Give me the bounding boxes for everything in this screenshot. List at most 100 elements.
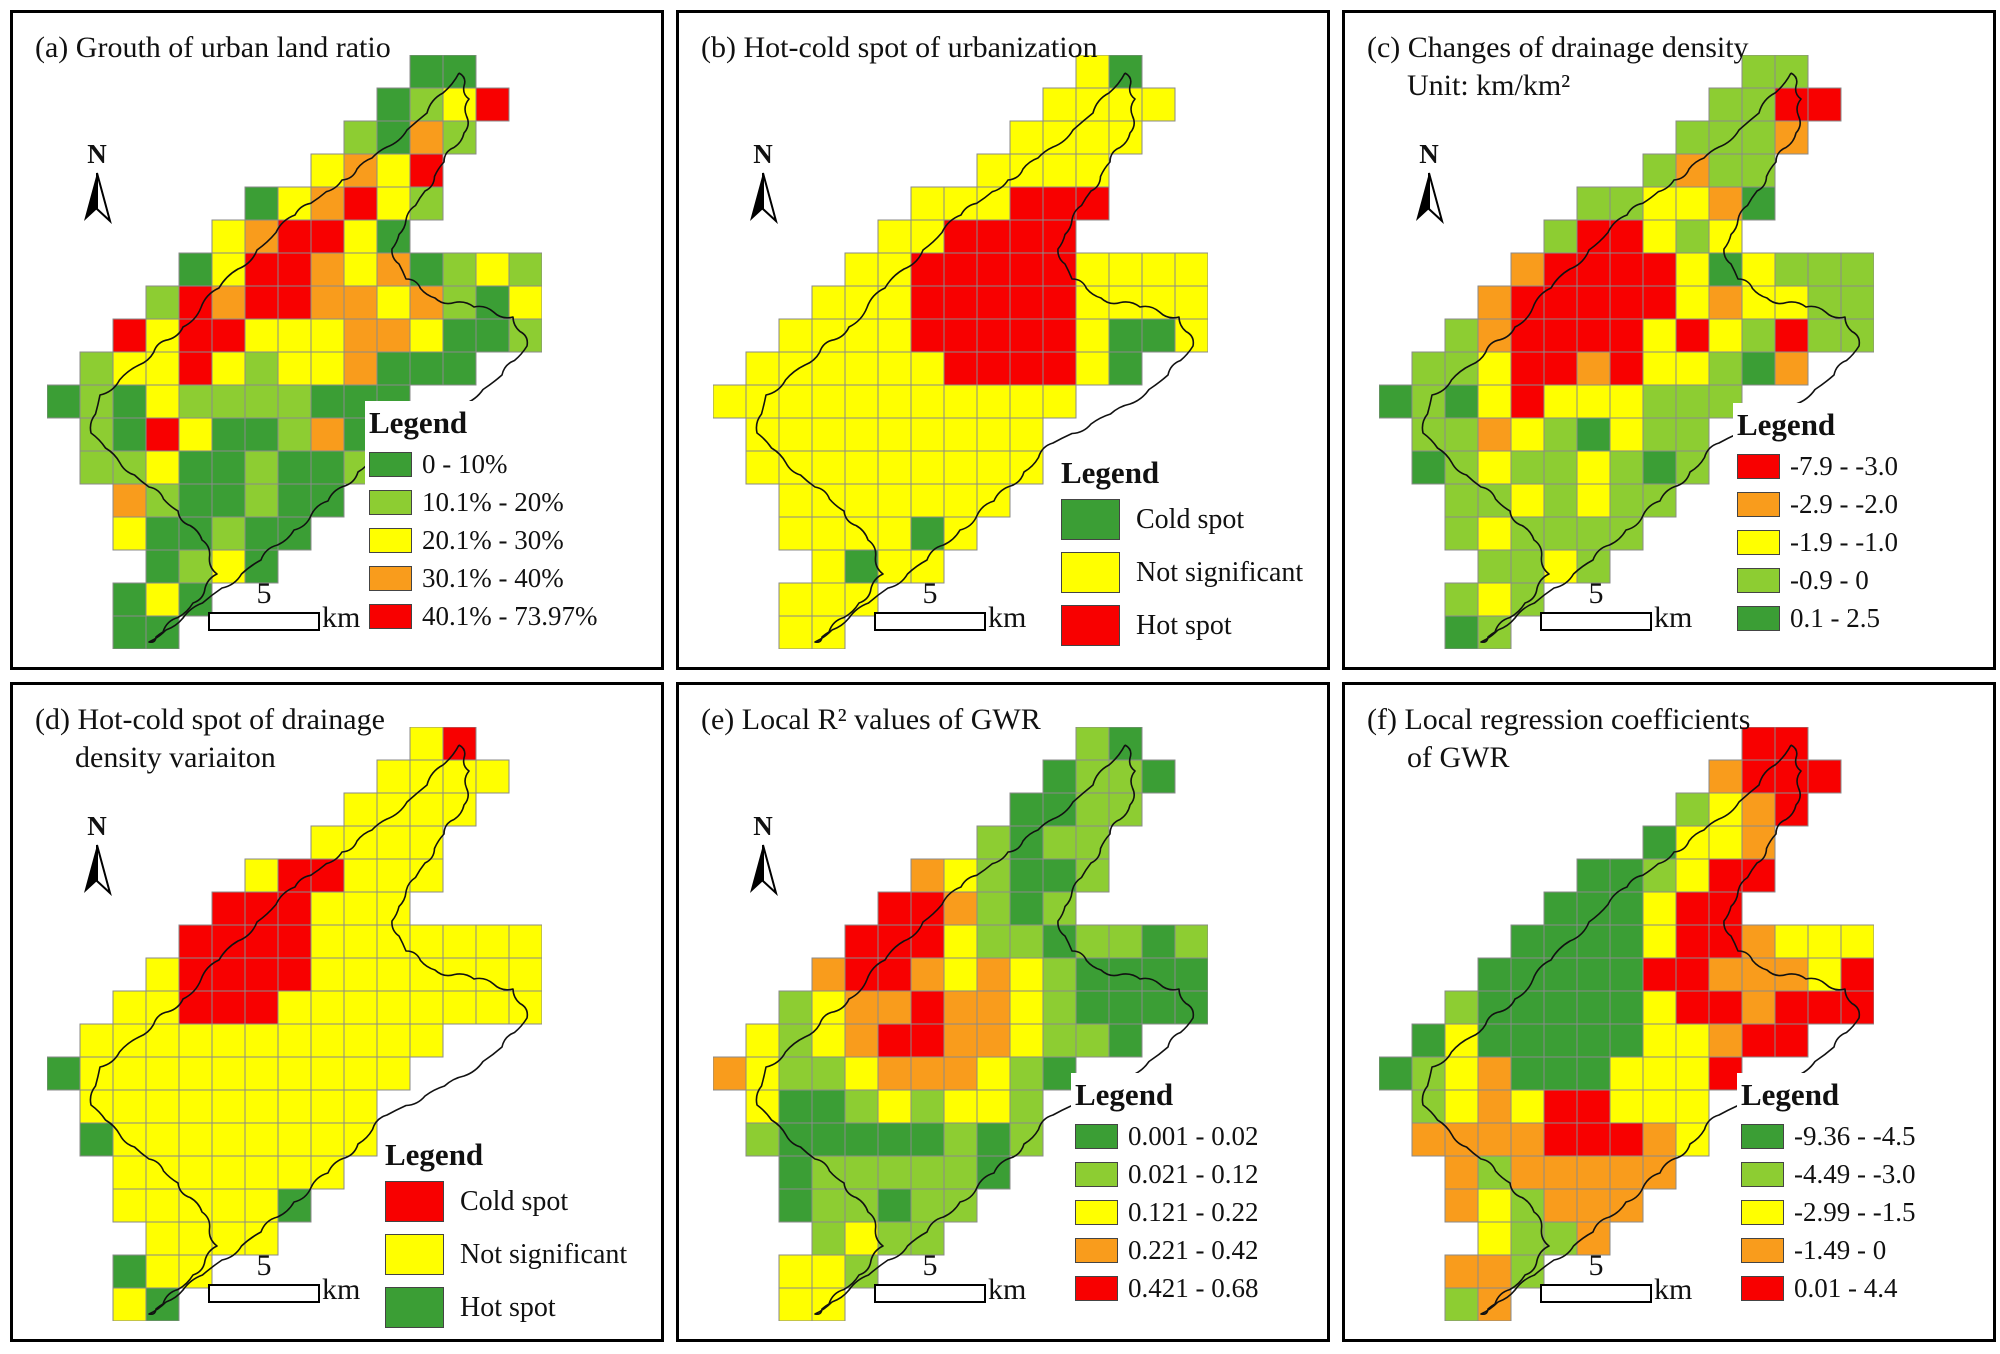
map-cell-dark-green <box>1576 924 1611 959</box>
map-cell-light-green <box>1174 924 1209 959</box>
legend-item: 0.121 - 0.22 <box>1075 1197 1259 1228</box>
legend-item: 30.1% - 40% <box>369 563 597 594</box>
map-cell-dark-green <box>79 1122 114 1157</box>
map-cell-dark-green <box>442 54 477 89</box>
map-cell-orange <box>211 285 246 320</box>
map-cell-orange <box>1444 1122 1479 1157</box>
map-cell-red <box>211 957 246 992</box>
map-cell-red <box>1675 318 1710 353</box>
map-cell-yellow <box>943 384 978 419</box>
map-cell-light-green <box>1477 1155 1512 1190</box>
map-cell-yellow <box>211 1155 246 1190</box>
map-cell-red <box>244 252 279 287</box>
map-cell-yellow <box>475 990 510 1025</box>
legend-swatch-yellow <box>1061 552 1120 593</box>
map-cell-red <box>1642 957 1677 992</box>
legend-title: Legend <box>369 405 468 440</box>
watershed-boundary-line <box>755 72 1195 644</box>
map-cell-yellow <box>343 792 378 827</box>
map-cell-light-green <box>1675 417 1710 452</box>
legend-swatch-orange <box>1075 1238 1118 1263</box>
legend-item: 0.021 - 0.12 <box>1075 1159 1259 1190</box>
map-cell-light-green <box>1741 54 1776 89</box>
map-cell-red <box>1609 219 1644 254</box>
map-cell-light-green <box>79 450 114 485</box>
map-cell-yellow <box>1807 957 1842 992</box>
map-grid <box>712 726 1209 1326</box>
map-cell-yellow <box>811 1254 846 1289</box>
map-cell-light-green <box>277 417 312 452</box>
map-cell-light-green <box>910 1155 945 1190</box>
panel-title: (b) Hot-cold spot of urbanization <box>701 29 1098 67</box>
map-cell-yellow <box>811 516 846 551</box>
map-cell-yellow <box>145 1188 180 1223</box>
legend-item: Not significant <box>385 1234 627 1275</box>
map-cell-light-green <box>409 186 444 221</box>
map-cell-red <box>112 318 147 353</box>
map-cell-yellow <box>277 1023 312 1058</box>
map-cell-yellow <box>145 1221 180 1256</box>
legend-item-label: Not significant <box>460 1238 628 1270</box>
map-cell-yellow <box>1141 252 1176 287</box>
map-cell-red <box>1543 351 1578 386</box>
map-cell-yellow <box>1042 87 1077 122</box>
map-cell-dark-green <box>211 450 246 485</box>
legend-item-label: 0.121 - 0.22 <box>1128 1197 1259 1227</box>
map-cell-red <box>910 924 945 959</box>
legend-swatch-orange <box>1737 492 1780 517</box>
map-cell-yellow <box>1477 1221 1512 1256</box>
map-cell-red <box>1675 924 1710 959</box>
north-arrow: N <box>75 813 119 901</box>
legend: Legend Cold spot Not significant Hot spot <box>381 1133 636 1339</box>
map-cell-light-green <box>1411 1089 1446 1124</box>
legend-item: Cold spot <box>1061 499 1303 540</box>
map-cell-orange <box>976 1023 1011 1058</box>
map-cell-dark-green <box>112 615 147 650</box>
map-cell-light-green <box>811 1155 846 1190</box>
map-cell-yellow <box>1075 285 1110 320</box>
map-cell-orange <box>844 990 879 1025</box>
map-cell-red <box>1510 318 1545 353</box>
map-cell-orange <box>877 1056 912 1091</box>
map-cell-yellow <box>244 1155 279 1190</box>
map-cell-orange <box>1741 792 1776 827</box>
map-cell-orange <box>1477 1122 1512 1157</box>
map-cell-yellow <box>211 1122 246 1157</box>
map-cell-orange <box>1543 1188 1578 1223</box>
map-cell-yellow <box>310 891 345 926</box>
map-cell-red <box>844 957 879 992</box>
map-cell-yellow <box>112 1023 147 1058</box>
map-cell-orange <box>1741 990 1776 1025</box>
map-cell-yellow <box>1609 417 1644 452</box>
map-cell-yellow <box>376 825 411 860</box>
legend-item: 0.1 - 2.5 <box>1737 603 1898 634</box>
map-cell-red <box>943 252 978 287</box>
map-grid <box>46 726 543 1326</box>
map-cell-yellow <box>343 924 378 959</box>
scale-bar-number: 5 <box>1588 1249 1604 1282</box>
map-cell-yellow <box>310 924 345 959</box>
map-cell-orange <box>910 1056 945 1091</box>
legend-swatch-yellow <box>1075 1200 1118 1225</box>
legend: Legend 0.001 - 0.02 0.021 - 0.12 0.121 - 0.… <box>1071 1073 1267 1317</box>
map-cell-yellow <box>1009 120 1044 155</box>
map-cell-light-green <box>1510 450 1545 485</box>
map-cell-red <box>277 219 312 254</box>
map-cell-dark-green <box>1543 891 1578 926</box>
north-label: N <box>753 811 773 841</box>
map-cell-yellow <box>1477 582 1512 617</box>
map-cell-orange <box>1477 1254 1512 1289</box>
map-cell-red <box>1609 252 1644 287</box>
map-cell-yellow <box>1675 1023 1710 1058</box>
map-cell-yellow <box>277 351 312 386</box>
map-cell-red <box>1576 252 1611 287</box>
map-cell-yellow <box>211 1023 246 1058</box>
map-cell-yellow <box>1807 924 1842 959</box>
map-cell-yellow <box>475 924 510 959</box>
map-cell-yellow <box>211 1056 246 1091</box>
panel-b: (b) Hot-cold spot of urbanization N Legend… <box>676 10 1330 670</box>
map-cell-orange <box>1444 1254 1479 1289</box>
map-cell-orange <box>1444 1155 1479 1190</box>
map-cell-orange <box>1708 1023 1743 1058</box>
map-cell-light-green <box>1075 1023 1110 1058</box>
